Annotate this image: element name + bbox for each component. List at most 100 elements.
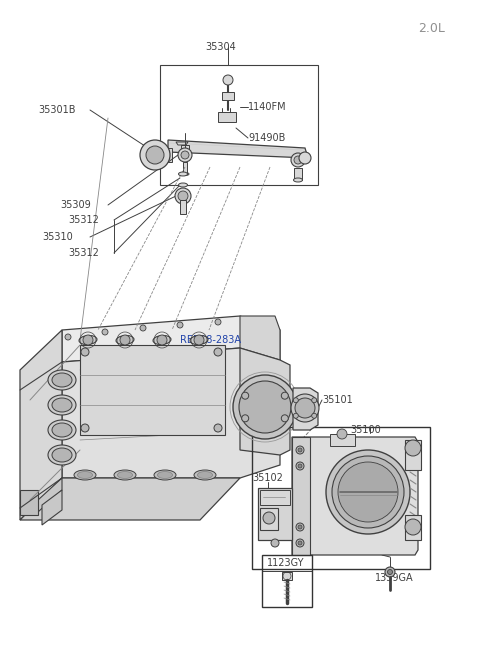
Circle shape	[385, 567, 395, 577]
Bar	[260, 490, 290, 505]
Ellipse shape	[157, 472, 172, 479]
Polygon shape	[292, 437, 418, 555]
Polygon shape	[176, 142, 188, 145]
Circle shape	[338, 462, 398, 522]
Text: 35309: 35309	[60, 200, 91, 210]
Text: 35100: 35100	[350, 425, 381, 435]
Bar	[160, 65, 318, 185]
Ellipse shape	[179, 183, 188, 187]
Text: 35310: 35310	[42, 232, 73, 242]
Polygon shape	[42, 490, 62, 525]
Polygon shape	[20, 490, 38, 515]
Ellipse shape	[52, 423, 72, 437]
Bar	[260, 508, 278, 530]
Ellipse shape	[190, 335, 208, 345]
Polygon shape	[20, 478, 240, 520]
Circle shape	[271, 539, 279, 547]
Circle shape	[312, 398, 317, 403]
Ellipse shape	[154, 470, 176, 480]
Circle shape	[298, 464, 302, 468]
Text: 35301B: 35301B	[38, 105, 75, 115]
Ellipse shape	[293, 178, 302, 182]
Circle shape	[387, 569, 393, 574]
Ellipse shape	[77, 472, 93, 479]
Text: 1123GY: 1123GY	[267, 558, 304, 568]
Circle shape	[81, 424, 89, 432]
Polygon shape	[258, 488, 292, 540]
Text: 2.0L: 2.0L	[418, 22, 445, 35]
Ellipse shape	[116, 335, 134, 345]
Circle shape	[326, 450, 410, 534]
Text: 35312: 35312	[68, 215, 99, 225]
Circle shape	[140, 325, 146, 331]
Circle shape	[291, 394, 319, 422]
Circle shape	[332, 456, 404, 528]
Circle shape	[291, 153, 305, 167]
Circle shape	[233, 375, 297, 439]
Circle shape	[293, 398, 298, 403]
Bar	[222, 92, 234, 100]
Circle shape	[405, 519, 421, 535]
Bar	[183, 162, 187, 174]
Circle shape	[102, 329, 108, 335]
Ellipse shape	[114, 470, 136, 480]
Text: 1140FM: 1140FM	[248, 102, 287, 112]
Circle shape	[296, 539, 304, 547]
Text: 35312: 35312	[68, 248, 99, 258]
Circle shape	[337, 429, 347, 439]
Ellipse shape	[74, 470, 96, 480]
Polygon shape	[293, 388, 318, 430]
Bar	[405, 515, 421, 540]
Ellipse shape	[48, 445, 76, 465]
Text: 1339GA: 1339GA	[375, 573, 414, 583]
Circle shape	[296, 523, 304, 531]
Circle shape	[312, 413, 317, 419]
Ellipse shape	[179, 172, 188, 176]
Circle shape	[295, 398, 315, 418]
Polygon shape	[292, 437, 310, 555]
Text: 35102: 35102	[252, 473, 283, 483]
Circle shape	[405, 440, 421, 456]
Circle shape	[239, 381, 291, 433]
Polygon shape	[240, 348, 290, 455]
Text: 35304: 35304	[205, 42, 236, 52]
Ellipse shape	[48, 395, 76, 415]
Circle shape	[298, 525, 302, 529]
Circle shape	[181, 151, 189, 159]
Bar	[162, 148, 172, 162]
Polygon shape	[240, 316, 280, 360]
Ellipse shape	[48, 370, 76, 390]
Ellipse shape	[194, 470, 216, 480]
Circle shape	[177, 322, 183, 328]
Bar	[405, 440, 421, 470]
Ellipse shape	[52, 448, 72, 462]
Circle shape	[298, 448, 302, 452]
Circle shape	[81, 348, 89, 356]
Ellipse shape	[52, 373, 72, 387]
Circle shape	[263, 512, 275, 524]
Text: 91490B: 91490B	[248, 133, 286, 143]
Bar	[294, 168, 302, 180]
Circle shape	[146, 146, 164, 164]
Polygon shape	[20, 330, 62, 520]
Polygon shape	[38, 478, 62, 512]
Circle shape	[178, 148, 192, 162]
Circle shape	[296, 446, 304, 454]
Circle shape	[214, 424, 222, 432]
Circle shape	[214, 348, 222, 356]
Bar	[80, 345, 225, 435]
Circle shape	[281, 392, 288, 399]
Ellipse shape	[48, 420, 76, 440]
Circle shape	[298, 541, 302, 545]
Polygon shape	[62, 348, 280, 478]
Bar	[330, 434, 355, 446]
Ellipse shape	[153, 335, 171, 345]
Circle shape	[83, 335, 93, 345]
Polygon shape	[62, 316, 280, 362]
Circle shape	[223, 75, 233, 85]
Bar	[218, 112, 236, 122]
Circle shape	[120, 335, 130, 345]
Circle shape	[299, 152, 311, 164]
Circle shape	[175, 188, 191, 204]
Text: REF.28-283A: REF.28-283A	[180, 335, 241, 345]
